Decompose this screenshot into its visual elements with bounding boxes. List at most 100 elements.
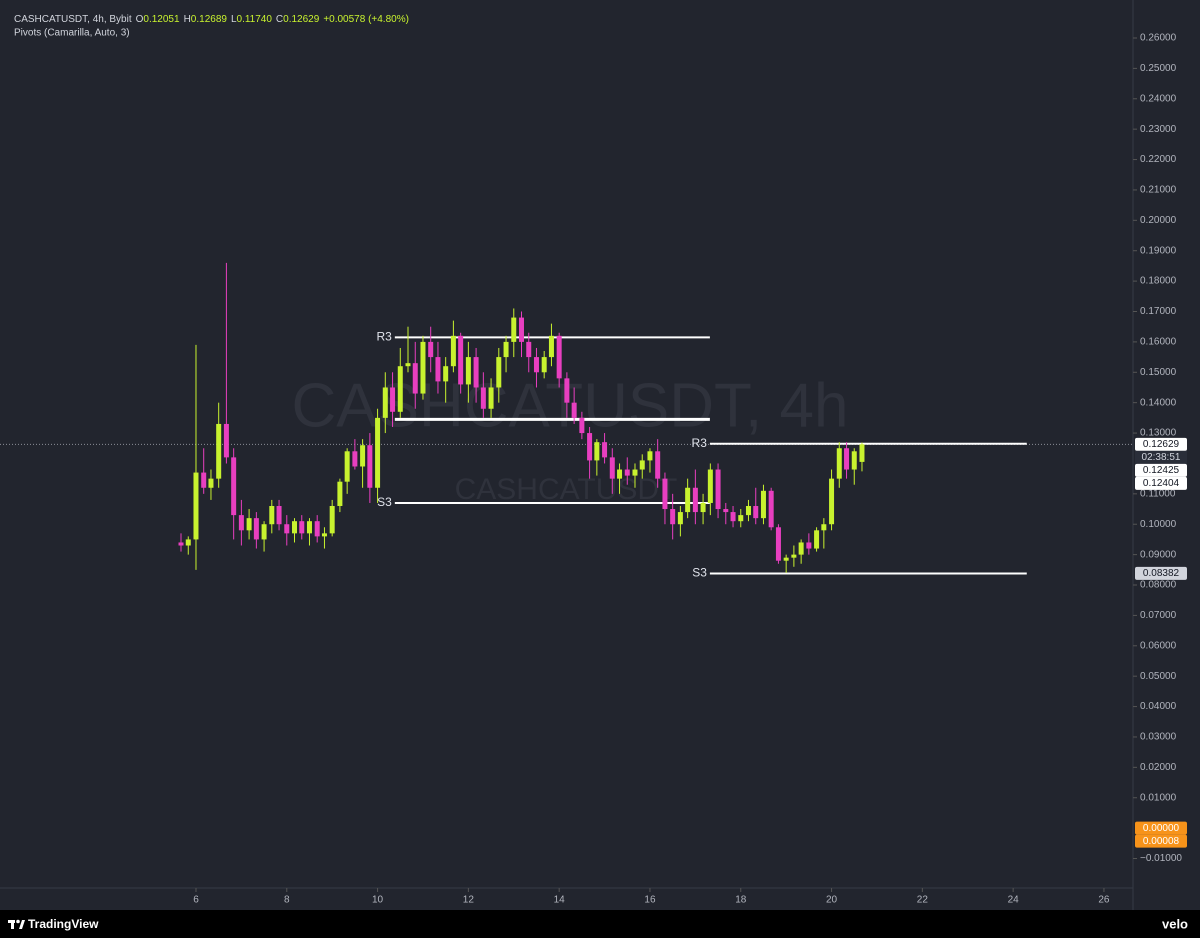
candle-body [730,512,736,522]
candle-body [723,509,729,513]
candle-body [284,524,290,534]
candle-body [700,502,706,513]
candle-body [337,481,343,506]
candle-body [692,487,698,513]
candle-body [185,539,191,546]
y-tick-label: 0.02000 [1140,762,1177,773]
candle-body [443,366,449,382]
price-badge [1135,437,1187,451]
candle-body [208,478,214,488]
candle-body [473,357,479,388]
y-tick-label: 0.06000 [1140,640,1177,651]
candle-body [367,445,373,488]
candle-body [511,317,517,342]
candle-body [829,478,835,525]
candle-body [201,472,207,488]
candle-body [496,357,502,388]
legend-key: C [276,14,283,25]
candle-body [299,521,305,534]
watermark: CASHCATUSDT, 4h [292,371,849,440]
price-badge-label: 0.12404 [1143,478,1180,489]
y-tick-label: 0.15000 [1140,367,1177,378]
pivot-label: R3 [376,330,392,344]
y-tick-label: 0.26000 [1140,33,1177,44]
candle-body [556,335,562,379]
y-tick-label: 0.14000 [1140,397,1177,408]
price-badge-label: 0.12629 [1143,439,1180,450]
candle-body [420,341,426,394]
price-badge [1135,821,1187,835]
candle-body [662,478,668,510]
candle-body [216,423,222,479]
candle-body [798,542,804,555]
x-tick-label: 16 [644,895,656,906]
candle-body [518,317,524,342]
candle-body [851,451,857,470]
countdown: 02:38:51 [1142,452,1181,463]
y-tick-label: 0.19000 [1140,245,1177,256]
candle-body [594,442,600,461]
x-tick-label: 8 [284,895,290,906]
candle-body [783,557,789,561]
y-tick-label: 0.11000 [1140,488,1176,499]
candle-body [844,448,850,470]
candle-body [428,341,434,358]
candle-body [503,341,509,358]
y-tick-label: 0.08000 [1140,580,1177,591]
candle-body [639,460,645,470]
x-tick-label: 26 [1098,895,1110,906]
candle-body [382,387,388,418]
price-badge-label: 0.00008 [1143,836,1180,847]
x-tick-label: 6 [193,895,199,906]
footer-source: velo [1162,916,1188,931]
y-tick-label: 0.10000 [1140,519,1177,530]
y-tick-label: 0.18000 [1140,276,1177,287]
candle-body [624,469,630,476]
candle-body [405,363,411,367]
candle-body [397,366,403,412]
candle-body [480,387,486,409]
pivot-label: S3 [377,495,392,509]
indicator-name: Pivots (Camarilla, Auto, 3) [14,28,130,39]
x-tick-label: 18 [735,895,747,906]
candle-body [677,512,683,525]
x-tick-label: 20 [826,895,838,906]
legend-key: H [184,14,191,25]
candle-body [775,527,781,561]
y-tick-label: −0.01000 [1140,853,1182,864]
candle-body [647,451,653,461]
candle-body [291,521,297,534]
symbol: CASHCATUSDT, 4h, Bybit [14,14,132,25]
countdown-badge [1135,450,1187,464]
x-tick-label: 24 [1008,895,1020,906]
y-tick-label: 0.13000 [1140,428,1177,439]
candle-body [193,472,199,540]
price-badge-label: 0.08382 [1143,568,1180,579]
y-tick-label: 0.04000 [1140,701,1177,712]
candle-body [465,357,471,385]
price-badge [1135,463,1187,477]
candle-body [344,451,350,482]
y-tick-label: 0.22000 [1140,154,1177,165]
candle-body [526,341,532,358]
tv-logo [8,919,25,929]
candle-body [548,335,554,358]
y-tick-label: 0.05000 [1140,671,1177,682]
symbol-legend: CASHCATUSDT, 4h, Bybit O0.12051 H0.12689 L0… [14,14,409,25]
legend-change: +0.00578 (+4.80%) [323,14,409,25]
candle-body [753,505,759,519]
candle-body [760,490,766,519]
candle-body [738,515,744,522]
candle-body [390,387,396,412]
candle-body [246,518,252,531]
candle-body [609,457,615,479]
candle-body [821,524,827,531]
legend-value: 0.11740 [237,14,273,25]
legend-value: 0.12629 [283,14,320,25]
legend-value: 0.12051 [143,14,180,25]
candle-body [375,417,381,488]
legend-key: L [231,14,237,25]
candle-body [261,524,267,540]
candle-body [276,505,282,525]
